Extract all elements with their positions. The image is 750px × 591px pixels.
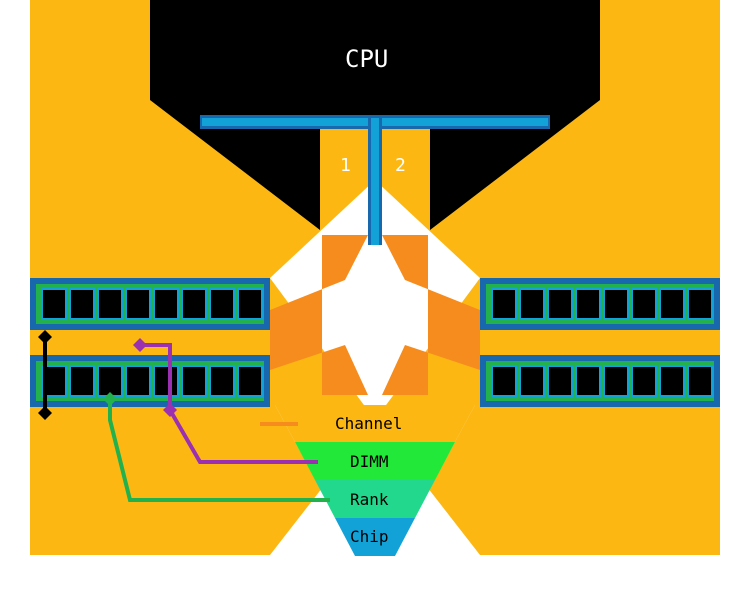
channel-2-label: 2 — [395, 155, 406, 176]
legend-chip: Chip — [350, 527, 389, 546]
dimm-right-bottom — [480, 355, 720, 407]
dimm-left-bottom — [30, 355, 270, 407]
legend-dimm: DIMM — [350, 452, 389, 471]
dimm-right-top — [480, 278, 720, 330]
legend-rank: Rank — [350, 490, 389, 509]
dimm-left-top — [30, 278, 270, 330]
cpu-label: CPU — [345, 45, 388, 73]
legend-channel: Channel — [335, 414, 402, 433]
channel-1-label: 1 — [340, 155, 351, 176]
